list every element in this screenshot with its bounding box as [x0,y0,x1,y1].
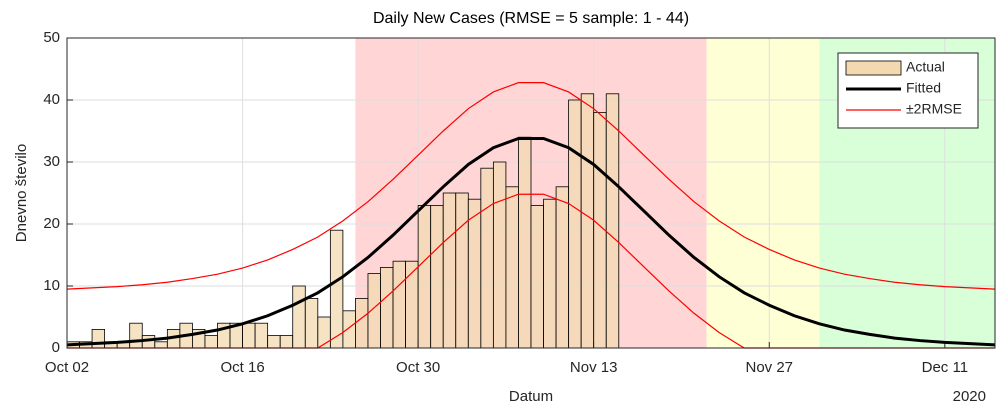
y-tick-label: 0 [52,339,60,356]
legend-label: ±2RMSE [906,101,962,117]
y-axis-label: Dnevno število [13,144,30,242]
upper-band-line [66,82,996,290]
actual-bar [442,192,457,349]
actual-bar [317,316,331,349]
x-tick-label: Nov 27 [746,359,794,376]
actual-bar [580,93,595,349]
actual-bar [568,99,582,349]
actual-bar [455,192,469,349]
y-tick-label: 40 [43,91,60,108]
actual-bar [342,310,356,349]
y-tick-label: 30 [43,153,60,170]
y-tick-label: 20 [43,215,60,232]
y-tick-label: 10 [43,277,60,294]
actual-bar [392,260,406,349]
chart-title: Daily New Cases (RMSE = 5 sample: 1 - 44… [373,10,689,27]
actual-bar [417,204,432,349]
x-tick-label: Oct 30 [396,359,440,376]
x-tick-label: Dec 11 [922,359,968,376]
x-tick-label: Oct 02 [45,359,89,376]
actual-bar [530,204,544,349]
legend-swatch [845,60,902,76]
actual-bar [279,335,294,349]
actual-bar [380,266,394,349]
actual-bar [254,322,269,349]
actual-bar [367,273,381,349]
actual-bar [267,335,281,349]
actual-bar [430,204,444,349]
actual-bar [505,186,519,349]
actual-bar [467,198,482,349]
actual-bar [204,335,218,349]
plot-frame [66,37,996,349]
actual-bar [518,136,532,349]
x-secondary-label: 2020 [953,388,986,405]
actual-bar [129,322,143,349]
y-tick-label: 50 [43,29,60,46]
actual-bar [329,229,344,349]
actual-bar [304,297,319,349]
legend-label: Actual [906,59,945,75]
phase-region [706,38,820,348]
x-tick-label: Oct 16 [220,359,264,376]
actual-bar [543,198,557,349]
actual-bar [91,328,106,349]
actual-bar [555,186,570,349]
fitted-line [66,136,996,347]
actual-bar [605,93,620,349]
actual-bar [492,161,507,349]
x-axis-label: Datum [509,388,553,405]
x-tick-label: Nov 13 [570,359,618,376]
legend-label: Fitted [906,80,941,96]
actual-bar [405,260,419,349]
actual-bar [355,297,369,349]
actual-bar [480,167,494,349]
actual-bar [292,285,306,349]
actual-bar [242,322,256,349]
actual-bar [154,341,168,349]
